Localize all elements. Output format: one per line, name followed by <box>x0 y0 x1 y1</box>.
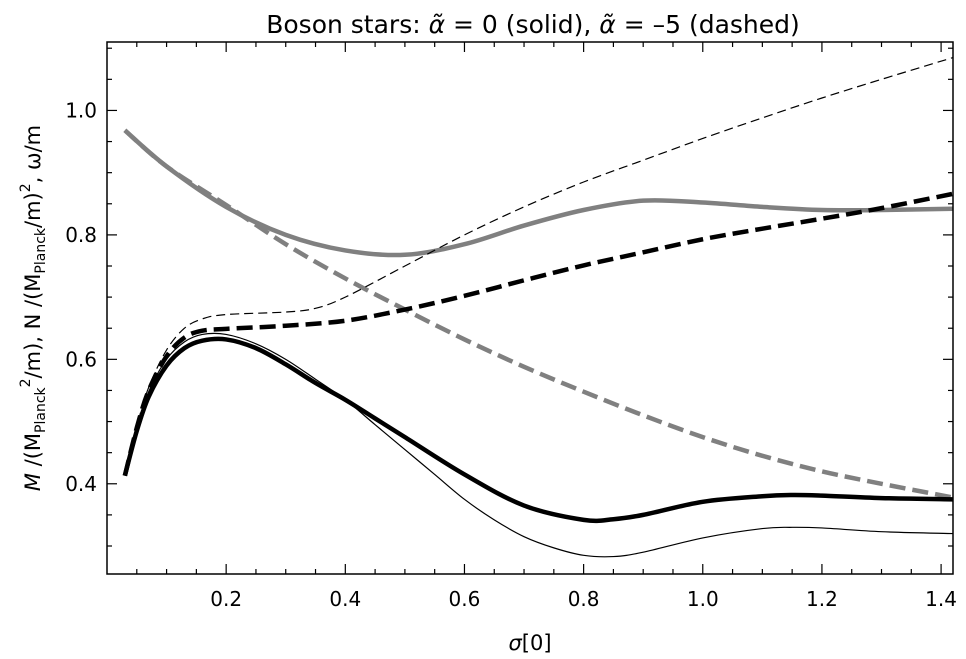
series-line-4 <box>122 191 954 477</box>
x-tick-label: 1.2 <box>806 587 838 611</box>
x-tick-label: 0.6 <box>449 587 481 611</box>
y-label-subscript-1: Planck <box>33 386 49 432</box>
y-tick-label: 0.4 <box>65 472 97 496</box>
title-dashed-note: = –5 (dashed) <box>616 10 800 39</box>
x-tick-label: 0.4 <box>329 587 361 611</box>
y-axis-label: M /(MPlanck2/m), N /(MPlanck/m)2, ω/m <box>18 125 49 491</box>
x-tick-label: 0.8 <box>568 587 600 611</box>
y-label-superscript-1: 2 <box>18 378 34 387</box>
title-alpha-symbol-2: α̃ <box>599 10 616 39</box>
title-prefix: Boson stars: <box>266 10 428 39</box>
y-label-part-5: /m), N /(M <box>21 274 45 379</box>
y-label-superscript-2: 2 <box>18 183 34 192</box>
y-label-subscript-2: Planck <box>33 227 49 273</box>
y-tick-label: 0.8 <box>65 223 97 247</box>
y-label-part-9: , ω/m <box>21 125 45 183</box>
series-line-6 <box>124 56 954 476</box>
series-line-5 <box>124 332 954 558</box>
title-alpha-symbol-1: α̃ <box>429 10 446 39</box>
tick-group: 0.2 0.4 0.6 0.8 1.0 1.2 1.4 0.4 0.6 0.8 1.0 <box>65 42 957 611</box>
series-line-2 <box>123 128 954 500</box>
plot-frame <box>106 41 954 575</box>
title-solid-note: = 0 (solid), <box>445 10 599 39</box>
y-tick-label: 0.6 <box>65 347 97 371</box>
x-tick-label: 0.2 <box>210 587 242 611</box>
y-label-part-1: M <box>21 473 45 491</box>
series-line-3 <box>122 336 954 524</box>
series-group <box>122 56 954 558</box>
x-axis-symbol: σ <box>508 631 522 655</box>
y-tick-label: 1.0 <box>65 98 97 122</box>
x-axis-suffix: [0] <box>522 631 552 655</box>
y-label-part-2: /(M <box>21 433 45 473</box>
x-axis-label: σ[0] <box>508 631 551 655</box>
y-label-part-7: /m) <box>21 192 45 228</box>
chart-title: Boson stars: α̃ = 0 (solid), α̃ = –5 (da… <box>266 10 800 39</box>
x-tick-label: 1.4 <box>925 587 957 611</box>
x-tick-label: 1.0 <box>687 587 719 611</box>
